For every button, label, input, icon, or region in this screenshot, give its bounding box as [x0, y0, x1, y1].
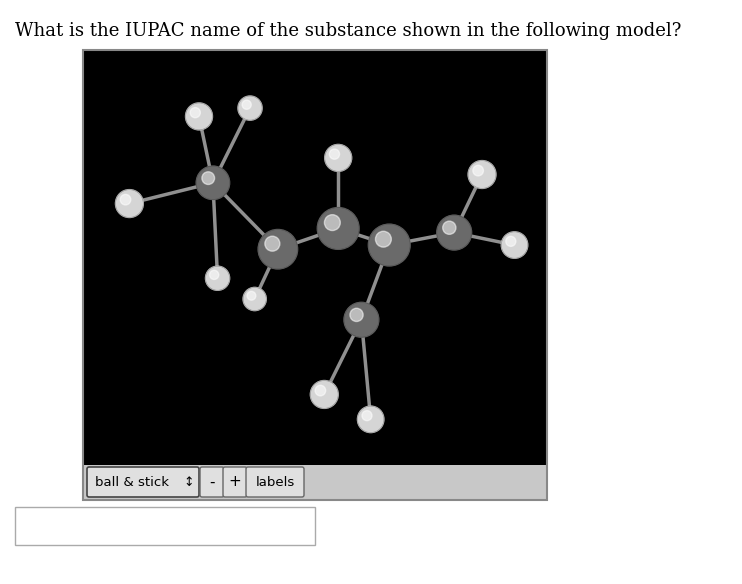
Circle shape [437, 215, 472, 250]
Text: labels: labels [255, 475, 295, 488]
Circle shape [506, 237, 516, 246]
Circle shape [190, 107, 200, 118]
FancyBboxPatch shape [246, 467, 304, 497]
Circle shape [116, 190, 143, 217]
Text: -: - [209, 474, 214, 489]
Circle shape [310, 381, 338, 408]
Circle shape [375, 231, 391, 247]
Bar [15, 507, 315, 545]
Circle shape [186, 103, 212, 130]
Circle shape [196, 166, 229, 200]
Circle shape [206, 266, 229, 290]
Circle shape [243, 287, 266, 311]
Circle shape [329, 149, 340, 159]
Circle shape [344, 303, 379, 337]
Circle shape [315, 385, 326, 396]
Circle shape [362, 411, 372, 420]
FancyBboxPatch shape [200, 467, 224, 497]
Circle shape [468, 161, 496, 189]
Bar [83, 50, 547, 465]
Circle shape [318, 207, 359, 249]
Circle shape [238, 96, 262, 120]
Text: ball & stick: ball & stick [95, 475, 169, 488]
Circle shape [325, 144, 352, 171]
Circle shape [443, 221, 456, 234]
Circle shape [247, 291, 256, 300]
Text: +: + [229, 474, 241, 489]
Circle shape [120, 194, 131, 205]
Circle shape [502, 232, 528, 258]
Text: ↕: ↕ [183, 475, 194, 488]
Circle shape [202, 172, 214, 185]
Circle shape [324, 215, 341, 231]
Circle shape [473, 165, 484, 176]
Circle shape [265, 236, 280, 251]
FancyBboxPatch shape [223, 467, 247, 497]
FancyBboxPatch shape [87, 467, 199, 497]
Circle shape [209, 270, 219, 280]
Bar [83, 465, 547, 500]
Circle shape [242, 100, 252, 109]
Text: What is the IUPAC name of the substance shown in the following model?: What is the IUPAC name of the substance … [15, 22, 681, 40]
Circle shape [258, 230, 298, 269]
Circle shape [368, 224, 410, 266]
Circle shape [350, 308, 363, 321]
Circle shape [358, 406, 384, 433]
Bar [83, 50, 547, 500]
